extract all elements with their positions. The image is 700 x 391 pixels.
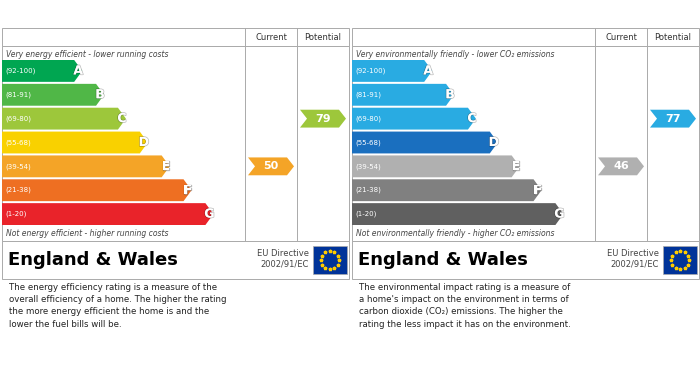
Text: EU Directive
2002/91/EC: EU Directive 2002/91/EC bbox=[607, 249, 659, 269]
Text: E: E bbox=[162, 160, 170, 173]
Polygon shape bbox=[2, 179, 192, 201]
Text: (39-54): (39-54) bbox=[355, 163, 381, 170]
Text: G: G bbox=[204, 208, 214, 221]
Text: Current: Current bbox=[605, 32, 637, 41]
Text: (39-54): (39-54) bbox=[5, 163, 31, 170]
Text: The energy efficiency rating is a measure of the
overall efficiency of a home. T: The energy efficiency rating is a measur… bbox=[9, 283, 226, 329]
Text: (21-38): (21-38) bbox=[355, 187, 381, 194]
Polygon shape bbox=[248, 158, 294, 175]
Text: The environmental impact rating is a measure of
a home's impact on the environme: The environmental impact rating is a mea… bbox=[359, 283, 570, 329]
Text: 79: 79 bbox=[315, 114, 331, 124]
Polygon shape bbox=[2, 203, 214, 225]
Text: Not environmentally friendly - higher CO₂ emissions: Not environmentally friendly - higher CO… bbox=[356, 229, 554, 238]
Text: (81-91): (81-91) bbox=[5, 91, 31, 98]
Polygon shape bbox=[352, 131, 498, 153]
Text: D: D bbox=[489, 136, 499, 149]
Polygon shape bbox=[352, 108, 476, 129]
Text: Potential: Potential bbox=[654, 32, 692, 41]
Polygon shape bbox=[2, 84, 104, 106]
Text: Very energy efficient - lower running costs: Very energy efficient - lower running co… bbox=[6, 50, 169, 59]
Polygon shape bbox=[352, 156, 519, 177]
Text: G: G bbox=[554, 208, 564, 221]
Text: 77: 77 bbox=[665, 114, 680, 124]
Text: (55-68): (55-68) bbox=[5, 139, 31, 146]
Polygon shape bbox=[300, 110, 346, 127]
Text: C: C bbox=[468, 112, 477, 125]
Bar bbox=[313, 246, 347, 274]
Text: E: E bbox=[512, 160, 520, 173]
Text: Very environmentally friendly - lower CO₂ emissions: Very environmentally friendly - lower CO… bbox=[356, 50, 554, 59]
Text: (1-20): (1-20) bbox=[355, 211, 377, 217]
Text: (92-100): (92-100) bbox=[355, 68, 386, 74]
Bar bbox=[663, 246, 697, 274]
Polygon shape bbox=[2, 108, 126, 129]
Text: (81-91): (81-91) bbox=[355, 91, 381, 98]
Polygon shape bbox=[650, 110, 696, 127]
Text: 46: 46 bbox=[613, 161, 629, 171]
Polygon shape bbox=[352, 203, 564, 225]
Polygon shape bbox=[352, 179, 542, 201]
Polygon shape bbox=[2, 60, 82, 82]
Text: England & Wales: England & Wales bbox=[358, 251, 528, 269]
Text: B: B bbox=[445, 88, 455, 101]
Polygon shape bbox=[2, 156, 169, 177]
Text: (69-80): (69-80) bbox=[355, 115, 381, 122]
Text: C: C bbox=[118, 112, 127, 125]
Text: Current: Current bbox=[255, 32, 287, 41]
Polygon shape bbox=[352, 84, 454, 106]
Text: Environmental Impact (CO₂) Rating: Environmental Impact (CO₂) Rating bbox=[357, 9, 619, 22]
Text: 50: 50 bbox=[263, 161, 279, 171]
Text: (55-68): (55-68) bbox=[355, 139, 381, 146]
Text: Not energy efficient - higher running costs: Not energy efficient - higher running co… bbox=[6, 229, 169, 238]
Text: A: A bbox=[74, 65, 83, 77]
Text: (69-80): (69-80) bbox=[5, 115, 31, 122]
Text: EU Directive
2002/91/EC: EU Directive 2002/91/EC bbox=[257, 249, 309, 269]
Polygon shape bbox=[352, 60, 432, 82]
Text: D: D bbox=[139, 136, 149, 149]
Text: (92-100): (92-100) bbox=[5, 68, 36, 74]
Text: B: B bbox=[95, 88, 105, 101]
Polygon shape bbox=[2, 131, 148, 153]
Text: Energy Efficiency Rating: Energy Efficiency Rating bbox=[7, 9, 190, 22]
Text: (21-38): (21-38) bbox=[5, 187, 31, 194]
Text: F: F bbox=[533, 184, 542, 197]
Polygon shape bbox=[598, 158, 644, 175]
Text: England & Wales: England & Wales bbox=[8, 251, 178, 269]
Text: (1-20): (1-20) bbox=[5, 211, 27, 217]
Text: A: A bbox=[424, 65, 433, 77]
Text: Potential: Potential bbox=[304, 32, 342, 41]
Text: F: F bbox=[183, 184, 192, 197]
